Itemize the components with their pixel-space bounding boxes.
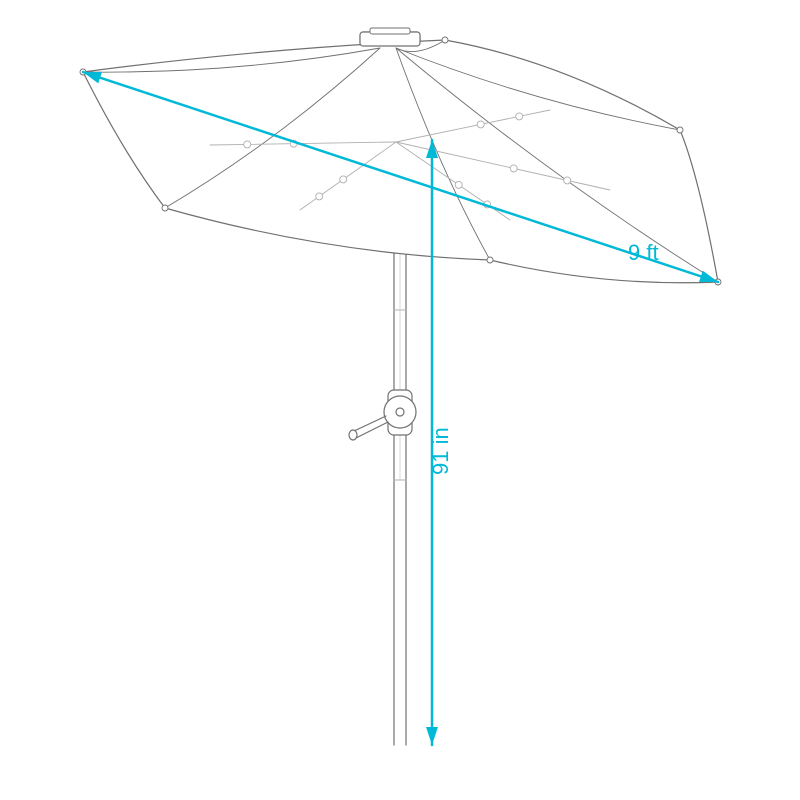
dimension-height-label: 91 in bbox=[428, 427, 453, 475]
dimension-width-label: 9 ft bbox=[628, 240, 659, 265]
umbrella-outline bbox=[80, 28, 721, 745]
umbrella-diagram: 9 ft 91 in bbox=[0, 0, 800, 800]
